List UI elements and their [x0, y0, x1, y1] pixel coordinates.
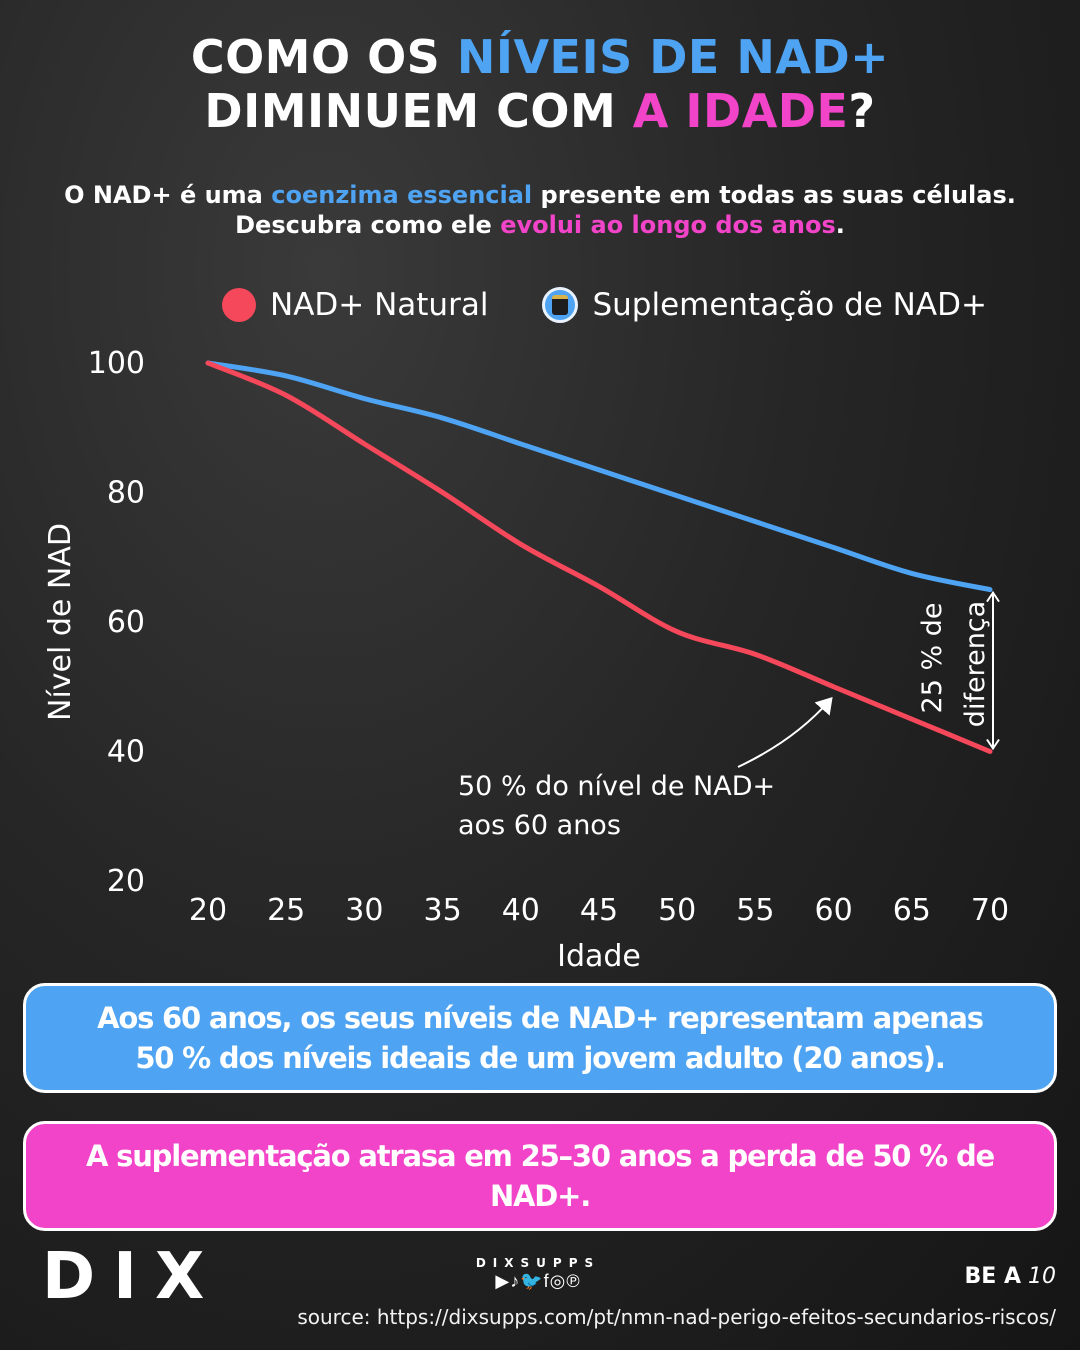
x-tick-label: 30	[345, 893, 383, 928]
annotation-diff-line1: 25 % de	[917, 603, 948, 714]
y-tick-label: 80	[107, 476, 145, 511]
subtitle-highlight-pink: evolui ao longo dos anos	[500, 211, 836, 239]
legend-item-supplement: Suplementação de NAD+	[488, 287, 987, 323]
info-box-pink: A suplementação atrasa em 25–30 anos a p…	[23, 1121, 1057, 1231]
info-box-pink-text: A suplementação atrasa em 25–30 anos a p…	[86, 1139, 995, 1213]
subtitle-text: O NAD+ é uma	[64, 181, 272, 209]
subtitle: O NAD+ é uma coenzima essencial presente…	[0, 180, 1080, 240]
title-highlight-pink: A IDADE	[632, 84, 849, 138]
title-text: DIMINUEM COM	[204, 84, 633, 138]
page-counter: BE A 10	[965, 1264, 1056, 1289]
difference-arrow-bottom	[986, 738, 1000, 751]
y-tick-label: 40	[107, 735, 145, 770]
difference-arrow-top	[986, 590, 1000, 603]
x-tick-label: 60	[815, 893, 853, 928]
x-tick-label: 25	[267, 893, 305, 928]
title-highlight-blue: NÍVEIS DE NAD+	[456, 30, 890, 84]
x-tick-label: 55	[736, 893, 774, 928]
x-tick-label: 45	[580, 893, 618, 928]
page-title: COMO OS NÍVEIS DE NAD+ DIMINUEM COM A ID…	[0, 30, 1080, 138]
social-brand: DIXSUPPS	[475, 1256, 601, 1270]
nad-line-chart: 100 80 60 40 20 Nível de NAD 20 25 30 35 40 45 50 55…	[43, 346, 1009, 974]
logo-text: DIX	[42, 1240, 223, 1314]
page-counter-number: 10	[1028, 1264, 1056, 1289]
annotation-arrow	[737, 696, 833, 768]
annotation-diff-line2: diferença	[960, 601, 991, 727]
info-box-blue-text: Aos 60 anos, os seus níveis de NAD+ repr…	[97, 1001, 984, 1075]
info-box-blue: Aos 60 anos, os seus níveis de NAD+ repr…	[23, 983, 1057, 1093]
series-line-natural	[205, 360, 993, 754]
x-tick-label: 50	[658, 893, 696, 928]
annotation-note-line2: aos 60 anos	[458, 810, 621, 841]
x-axis-title: Idade	[557, 939, 641, 974]
legend-label-natural: NAD+ Natural	[270, 287, 489, 323]
supplement-bottle-icon	[542, 287, 579, 323]
legend-label-supplement: Suplementação de NAD+	[592, 287, 987, 323]
subtitle-text: .	[835, 211, 845, 239]
x-tick-label: 20	[189, 893, 227, 928]
social-links: DIXSUPPS ▶♪🐦f◎℗	[468, 1256, 608, 1292]
subtitle-text: presente em todas as suas células.	[532, 181, 1016, 209]
social-icons[interactable]: ▶♪🐦f◎℗	[495, 1271, 581, 1291]
x-tick-label: 65	[893, 893, 931, 928]
source-link[interactable]: source: https://dixsupps.com/pt/nmn-nad-…	[297, 1305, 1056, 1329]
y-tick-label: 60	[107, 605, 145, 640]
x-tick-label: 35	[424, 893, 462, 928]
y-tick-label: 20	[107, 864, 145, 899]
y-tick-label: 100	[88, 346, 145, 381]
chart-legend: NAD+ Natural Suplementação de NAD+	[222, 285, 987, 325]
title-text: COMO OS	[190, 30, 457, 84]
y-axis-title: Nível de NAD	[43, 523, 78, 721]
subtitle-highlight-blue: coenzima essencial	[271, 181, 533, 209]
dix-logo: DIX	[42, 1228, 222, 1314]
x-tick-label: 70	[971, 893, 1009, 928]
subtitle-text: Descubra como ele	[235, 211, 501, 239]
x-tick-label: 40	[502, 893, 540, 928]
title-text: ?	[848, 84, 876, 138]
series-line-supplement	[205, 360, 993, 593]
annotation-note-line1: 50 % do nível de NAD+	[458, 771, 775, 802]
page-counter-label: BE A	[964, 1264, 1021, 1289]
red-dot-icon	[222, 288, 256, 322]
legend-item-natural: NAD+ Natural	[222, 287, 488, 323]
